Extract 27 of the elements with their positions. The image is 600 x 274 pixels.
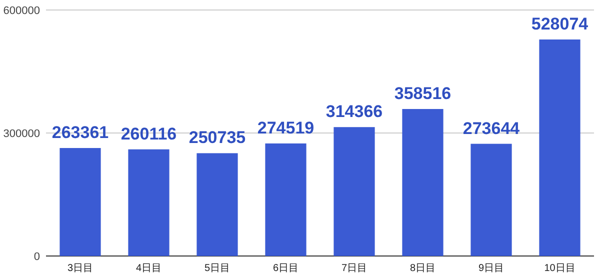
x-tick-label: 7日目 — [341, 263, 368, 274]
y-tick-label: 600000 — [3, 5, 40, 17]
bar — [128, 149, 170, 256]
x-tick-label: 10日目 — [544, 263, 576, 274]
bar — [265, 143, 306, 256]
bar — [334, 127, 375, 256]
bar — [470, 144, 512, 256]
y-tick-label: 0 — [34, 251, 40, 263]
x-tick-label: 9日目 — [478, 263, 504, 274]
data-label: 263361 — [52, 123, 109, 142]
data-label: 274519 — [257, 118, 314, 138]
y-tick-label: 300000 — [3, 128, 40, 140]
bar — [539, 39, 580, 256]
bar — [402, 109, 444, 256]
bar — [196, 153, 238, 256]
x-tick-label: 4日目 — [136, 263, 162, 274]
data-label: 314366 — [326, 102, 383, 122]
data-label: 250735 — [188, 128, 246, 148]
data-label: 528074 — [531, 14, 589, 34]
x-tick-label: 6日目 — [272, 263, 299, 274]
x-tick-label: 3日目 — [67, 263, 94, 274]
x-tick-label: 8日目 — [410, 263, 436, 274]
data-label: 358516 — [394, 84, 452, 104]
x-tick-label: 5日目 — [204, 263, 230, 274]
data-label: 273644 — [462, 118, 520, 138]
bar — [60, 148, 101, 256]
data-label: 260116 — [120, 124, 177, 144]
